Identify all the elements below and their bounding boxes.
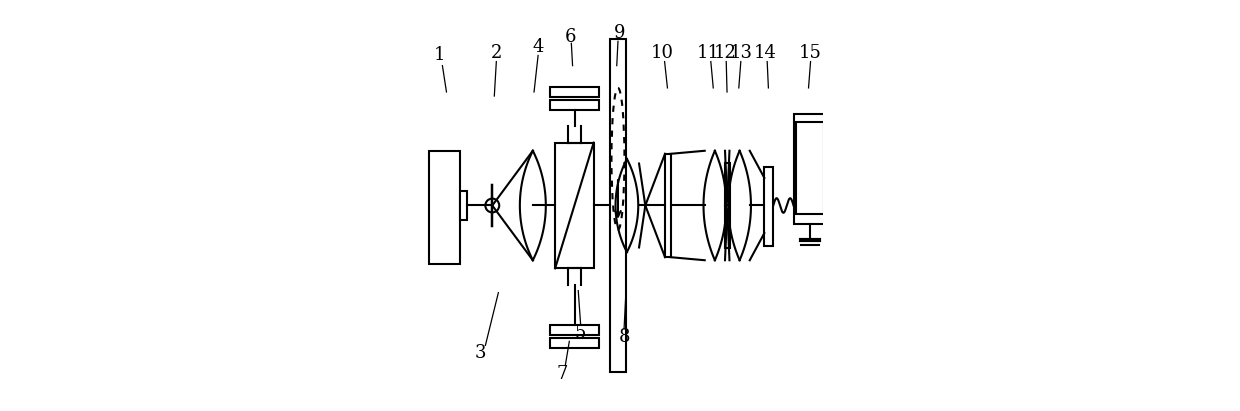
Text: 3: 3 xyxy=(475,344,486,363)
Bar xyxy=(460,191,467,220)
Text: 5: 5 xyxy=(575,324,587,342)
Bar xyxy=(665,154,671,257)
Bar xyxy=(796,122,823,214)
Text: 1: 1 xyxy=(434,46,445,65)
Text: 13: 13 xyxy=(730,44,753,62)
Text: 6: 6 xyxy=(564,28,577,46)
Bar xyxy=(551,100,599,110)
Text: 4: 4 xyxy=(532,38,544,56)
Text: 8: 8 xyxy=(619,328,630,346)
Text: 10: 10 xyxy=(651,44,673,62)
Text: 11: 11 xyxy=(697,44,720,62)
Text: 2: 2 xyxy=(491,44,502,62)
Text: 9: 9 xyxy=(614,24,625,42)
Text: 14: 14 xyxy=(754,44,776,62)
Bar xyxy=(429,151,460,264)
Bar xyxy=(556,143,594,268)
Text: 15: 15 xyxy=(799,44,822,62)
Text: 12: 12 xyxy=(714,44,737,62)
Bar xyxy=(725,163,730,248)
Text: 7: 7 xyxy=(557,365,568,383)
Bar xyxy=(551,87,599,97)
Bar xyxy=(610,39,626,372)
Bar xyxy=(794,114,827,224)
Bar xyxy=(764,167,774,246)
Bar xyxy=(551,338,599,348)
Bar xyxy=(551,325,599,335)
